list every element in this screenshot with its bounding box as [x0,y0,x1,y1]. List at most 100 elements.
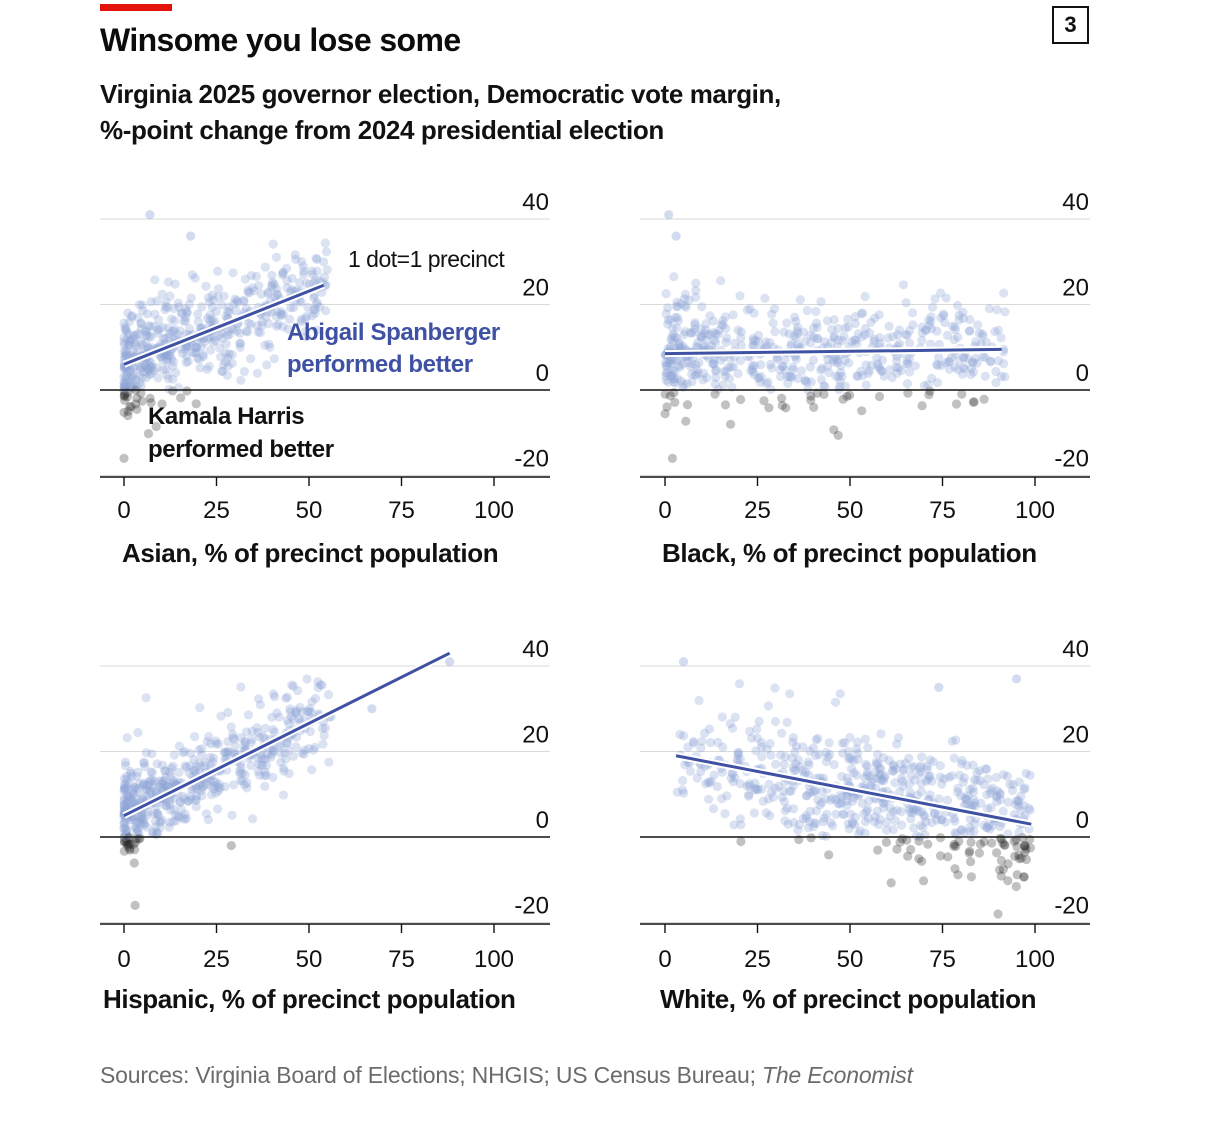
precinct-dot [894,339,905,349]
precinct-dot [1000,840,1010,850]
precinct-dot [696,324,706,334]
precinct-dot [276,307,286,317]
precinct-dot [119,783,129,794]
precinct-dot [831,371,841,381]
precinct-dot [272,289,282,299]
precinct-dot [221,748,231,758]
precinct-dot [736,327,746,337]
precinct-dot [930,294,940,304]
precinct-dot [718,316,728,326]
precinct-dot [304,707,314,717]
precinct-dot [699,341,709,351]
precinct-dot [886,878,896,888]
precinct-dot [698,368,709,378]
precinct-dot [219,291,229,301]
precinct-dot [912,805,922,815]
precinct-dot [789,331,799,341]
precinct-dot [742,781,752,791]
precinct-dot [947,736,957,746]
precinct-dot [166,763,176,773]
precinct-dot [120,382,130,392]
precinct-dot [221,339,231,349]
precinct-dot [882,825,892,835]
precinct-dot [670,366,680,376]
precinct-dot [205,310,215,320]
dot-key-label: 1 dot=1 precinct [348,246,505,272]
precinct-dot [760,293,770,303]
precinct-dot [770,716,781,727]
precinct-dot [136,324,146,334]
precinct-dot [899,764,909,775]
precinct-dot [909,761,919,771]
precinct-dot [205,315,215,325]
precinct-dot [121,822,131,832]
precinct-dot [161,364,171,374]
precinct-dot [788,362,798,372]
precinct-dot [127,771,137,782]
precinct-dot [725,719,735,729]
precinct-dot [209,784,219,794]
precinct-dot [235,339,245,349]
precinct-dot [825,749,835,760]
precinct-dot [276,310,286,321]
precinct-dot [917,328,928,338]
precinct-dot [806,338,816,348]
precinct-dot [156,817,166,827]
precinct-dot [307,266,317,276]
precinct-dot [278,268,288,278]
y-tick-label: 20 [522,722,549,749]
precinct-dot [119,337,129,347]
precinct-dot [128,363,139,373]
precinct-dot [919,381,930,391]
precinct-dot [216,352,226,362]
precinct-dot [951,841,961,851]
precinct-dot [969,397,979,407]
precinct-dot [152,759,162,769]
precinct-dot [888,766,898,776]
precinct-dot [176,308,186,318]
precinct-dot [239,366,249,377]
precinct-dot [751,746,761,756]
precinct-dot [843,322,853,332]
precinct-dot [203,333,213,343]
x-tick-label: 25 [203,497,230,524]
precinct-dot [831,809,841,819]
precinct-dot [291,707,301,718]
precinct-dot [833,430,843,440]
precinct-dot [119,836,130,847]
precinct-dot [667,453,678,463]
precinct-dot [132,393,142,403]
precinct-dot [666,315,676,325]
source-publisher: The Economist [761,1062,913,1088]
precinct-dot [755,377,765,387]
precinct-dot [141,748,151,758]
precinct-dot [700,728,710,738]
precinct-dot [124,798,134,808]
precinct-dot [836,798,847,808]
precinct-dot [176,344,186,354]
precinct-dot [152,325,162,335]
x-tick-label: 100 [474,946,514,973]
precinct-dot [284,768,294,779]
precinct-dot [173,811,183,821]
precinct-dot [898,765,908,776]
x-tick-label: 50 [837,497,864,524]
precinct-dot [780,355,790,365]
precinct-dot [835,790,845,801]
precinct-dot [267,282,277,292]
precinct-dot [996,855,1007,866]
precinct-dot [267,280,277,290]
precinct-dot [301,332,311,342]
precinct-dot [120,351,130,361]
precinct-dot [287,680,297,690]
precinct-dot [716,320,727,330]
precinct-dot [832,358,843,368]
precinct-dot [256,289,266,299]
precinct-dot [750,778,760,788]
precinct-dot [181,357,191,367]
precinct-dot [728,777,738,787]
precinct-dot [860,828,870,838]
precinct-dot [256,750,266,760]
precinct-dot [288,681,298,691]
precinct-dot [932,326,942,336]
